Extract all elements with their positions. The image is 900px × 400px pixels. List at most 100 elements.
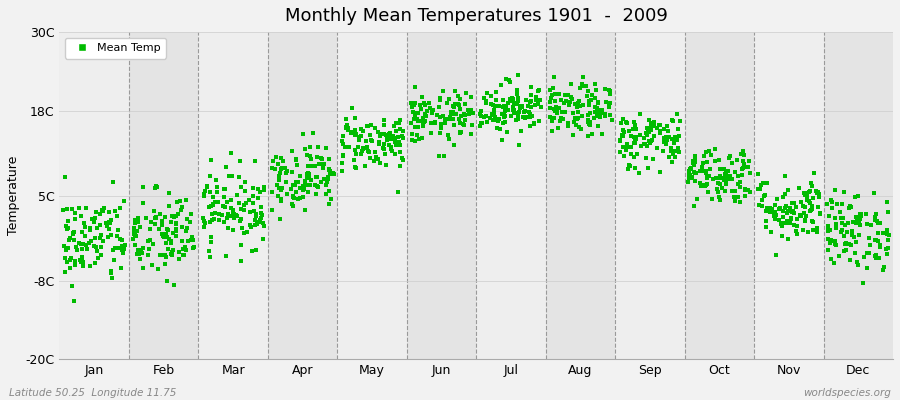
Point (751, 185, 765, 192)
Point (342, 144, 356, 150)
Point (206, 194, 220, 200)
Point (102, 219, 116, 226)
Point (666, 150, 680, 157)
Point (116, 245, 130, 252)
Point (623, 163, 637, 170)
Point (700, 173, 715, 180)
Point (754, 182, 769, 188)
Point (870, 230, 885, 236)
Point (562, 121, 576, 128)
Point (620, 120, 634, 126)
Point (673, 118, 688, 124)
Point (670, 111, 684, 117)
Point (302, 170, 316, 176)
Point (203, 253, 218, 260)
Point (447, 101, 462, 107)
Point (880, 199, 895, 206)
Point (558, 109, 572, 116)
Point (68, 258, 83, 264)
Point (158, 252, 172, 258)
Point (595, 107, 609, 114)
Point (285, 181, 300, 188)
Point (643, 140, 657, 146)
Point (590, 99, 605, 106)
Point (386, 134, 400, 141)
Point (274, 155, 288, 161)
Point (836, 215, 850, 222)
Point (130, 228, 145, 234)
Point (437, 116, 452, 122)
Point (173, 198, 187, 204)
Point (506, 96, 520, 102)
Point (797, 218, 812, 224)
Point (491, 116, 506, 122)
Bar (616, 32, 685, 359)
Point (598, 99, 613, 105)
Point (303, 182, 318, 188)
Point (346, 105, 360, 111)
Point (510, 87, 525, 93)
Point (304, 163, 319, 169)
Point (853, 215, 868, 222)
Point (227, 211, 241, 218)
Point (620, 143, 634, 149)
Point (433, 97, 447, 104)
Point (603, 91, 617, 98)
Point (714, 181, 728, 187)
Point (80, 246, 94, 252)
Point (588, 104, 602, 110)
Point (78, 205, 93, 211)
Point (383, 132, 398, 138)
Point (415, 134, 429, 141)
Point (388, 135, 402, 142)
Point (800, 196, 814, 203)
Point (205, 216, 220, 223)
Point (90, 248, 104, 255)
Point (408, 138, 422, 144)
Point (881, 209, 896, 215)
Point (367, 149, 382, 155)
Point (392, 120, 406, 126)
Point (248, 222, 262, 228)
Point (852, 222, 867, 228)
Point (773, 205, 788, 212)
Point (641, 165, 655, 171)
Point (496, 103, 510, 109)
Point (364, 138, 379, 144)
Point (724, 160, 739, 166)
Point (531, 101, 545, 108)
Point (87, 214, 102, 221)
Point (62, 237, 77, 244)
Point (289, 189, 303, 195)
Point (85, 237, 99, 244)
Point (102, 209, 116, 216)
Point (456, 121, 471, 128)
Point (285, 169, 300, 175)
Point (808, 188, 823, 194)
Point (428, 120, 442, 126)
Point (257, 186, 272, 193)
Point (738, 186, 752, 193)
Point (394, 155, 409, 162)
Point (842, 205, 856, 212)
Point (204, 156, 219, 163)
Point (58, 247, 73, 253)
Point (301, 189, 315, 195)
Point (813, 211, 827, 217)
Point (853, 214, 868, 221)
Point (810, 229, 824, 235)
Point (200, 182, 214, 189)
Point (487, 107, 501, 114)
Point (104, 217, 119, 223)
Point (352, 137, 366, 143)
Point (507, 107, 521, 114)
Point (143, 226, 157, 232)
Point (383, 136, 398, 142)
Point (395, 128, 410, 135)
Point (93, 222, 107, 228)
Point (95, 238, 110, 244)
Point (323, 171, 338, 178)
Point (753, 186, 768, 192)
Point (554, 114, 568, 121)
Point (155, 231, 169, 237)
